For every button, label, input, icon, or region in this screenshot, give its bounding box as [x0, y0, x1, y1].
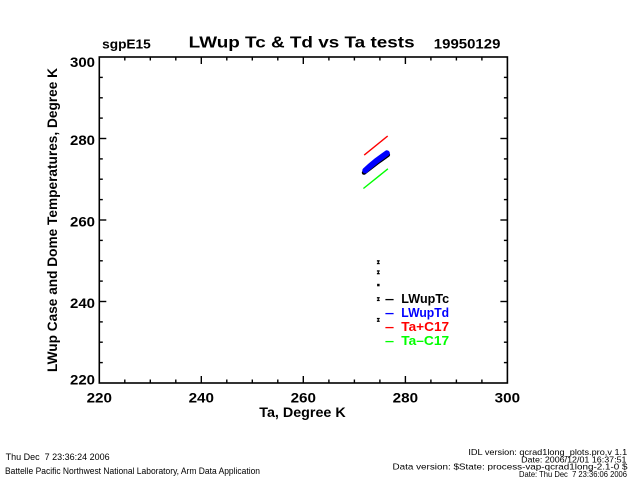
svg-text:19950129: 19950129: [434, 36, 501, 52]
svg-text:Ta, Degree K: Ta, Degree K: [259, 404, 345, 420]
svg-text:240: 240: [189, 390, 215, 406]
svg-text:240: 240: [70, 295, 95, 311]
svg-text:Date: Thu Dec 7 23:36:06 2006: Date: Thu Dec 7 23:36:06 2006: [519, 469, 627, 479]
svg-text:300: 300: [495, 390, 521, 406]
svg-text:Ta–C17: Ta–C17: [401, 333, 449, 348]
svg-text:Ta+C17: Ta+C17: [401, 319, 449, 334]
svg-text:220: 220: [87, 390, 113, 406]
svg-text:260: 260: [70, 214, 95, 230]
svg-text:LWupTc: LWupTc: [401, 291, 449, 306]
svg-text:220: 220: [70, 372, 95, 388]
svg-text:Date: 2006/12/01 16:37:51: Date: 2006/12/01 16:37:51: [521, 454, 627, 464]
svg-text:LWup Tc & Td vs Ta tests: LWup Tc & Td vs Ta tests: [189, 35, 415, 52]
svg-text:260: 260: [291, 390, 317, 406]
svg-text:sgpE15: sgpE15: [102, 36, 151, 51]
svg-text:Data version: $State: process-: Data version: $State: process-vap-qcrad1…: [393, 462, 628, 472]
svg-text:LWupTd: LWupTd: [401, 305, 449, 320]
svg-text:LWup Case and Dome Temperature: LWup Case and Dome Temperatures, Degree …: [44, 68, 60, 372]
svg-text:Battelle Pacific Northwest Nat: Battelle Pacific Northwest National Labo…: [5, 466, 260, 476]
svg-text:Thu Dec 7 23:36:24 2006: Thu Dec 7 23:36:24 2006: [6, 452, 110, 462]
svg-text:280: 280: [70, 132, 95, 148]
svg-text:300: 300: [70, 54, 95, 70]
svg-text:280: 280: [393, 390, 419, 406]
svg-text:IDL version: qcrad1long_plots.: IDL version: qcrad1long_plots.pro,v 1.1: [468, 447, 627, 457]
